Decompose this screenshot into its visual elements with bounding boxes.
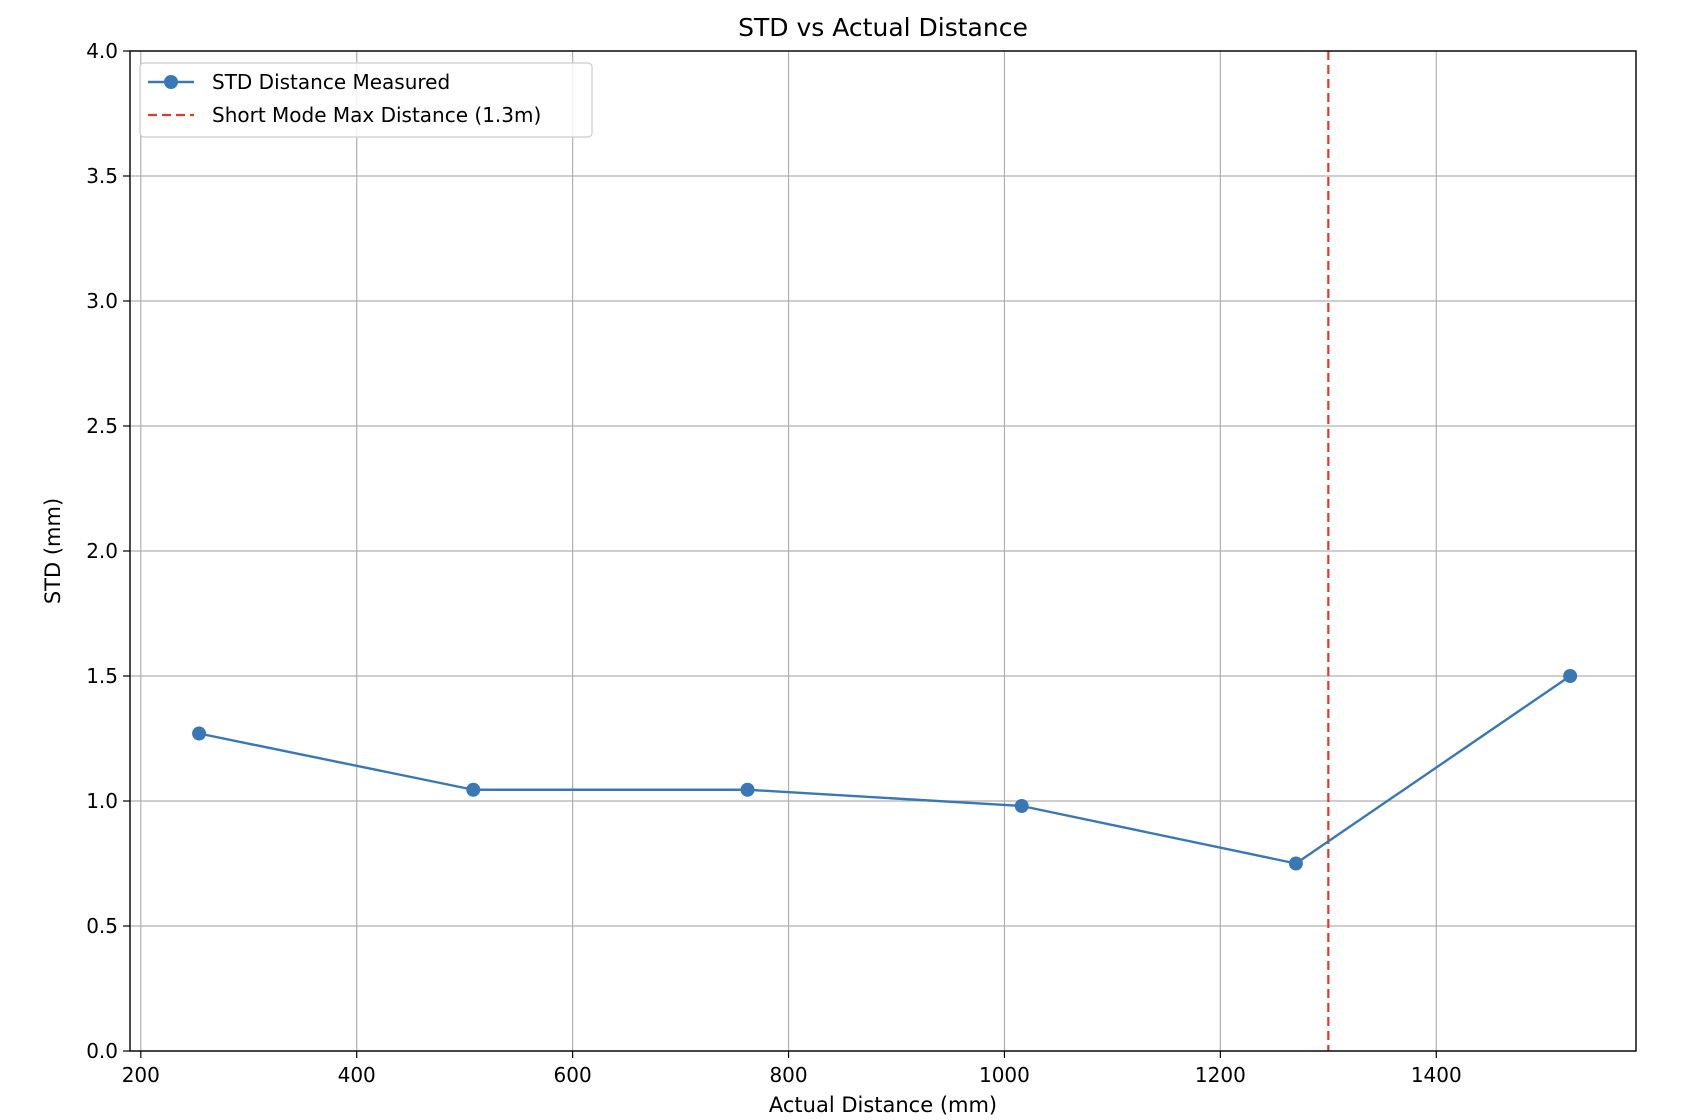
y-tick-label: 3.5 [86, 164, 118, 188]
x-tick-label: 1400 [1411, 1063, 1462, 1087]
data-point [740, 782, 755, 797]
y-tick-label: 4.0 [86, 39, 118, 63]
chart-title: STD vs Actual Distance [738, 13, 1028, 42]
data-point [1014, 799, 1029, 813]
x-axis-label: Actual Distance (mm) [769, 1093, 997, 1116]
x-tick-label: 200 [122, 1063, 160, 1087]
data-points [192, 669, 1578, 871]
x-tick-label: 400 [338, 1063, 376, 1087]
legend-series-label: STD Distance Measured [212, 70, 450, 94]
x-tick-label: 1200 [1195, 1063, 1246, 1087]
x-tick-label: 600 [554, 1063, 592, 1087]
data-point [192, 726, 207, 741]
y-tick-label: 2.0 [86, 539, 118, 563]
y-axis-label: STD (mm) [41, 498, 65, 604]
y-axis-ticks: 0.0 0.5 1.0 1.5 2.0 2.5 3.0 3.5 4.0 [86, 39, 130, 1063]
x-tick-label: 1000 [979, 1063, 1030, 1087]
legend-series-swatch-marker [164, 75, 178, 89]
legend-items: STD Distance Measured Short Mode Max Dist… [148, 70, 541, 127]
y-tick-label: 0.5 [86, 914, 118, 938]
data-point [1288, 856, 1303, 871]
grid-lines [130, 50, 1636, 1052]
y-tick-label: 0.0 [86, 1039, 118, 1063]
legend: STD Distance Measured Short Mode Max Dist… [139, 62, 593, 138]
data-point [466, 782, 481, 797]
series-line [198, 675, 1571, 865]
y-tick-label: 3.0 [86, 289, 118, 313]
y-tick-label: 1.5 [86, 664, 118, 688]
legend-box [139, 62, 593, 138]
data-point [1563, 669, 1578, 683]
x-tick-label: 800 [769, 1063, 807, 1087]
legend-reference-label: Short Mode Max Distance (1.3m) [212, 103, 541, 127]
x-axis-ticks: 200 400 600 800 1000 1200 1400 [122, 1051, 1462, 1087]
series-lines [198, 675, 1571, 865]
y-tick-label: 1.0 [86, 789, 118, 813]
y-tick-label: 2.5 [86, 414, 118, 438]
